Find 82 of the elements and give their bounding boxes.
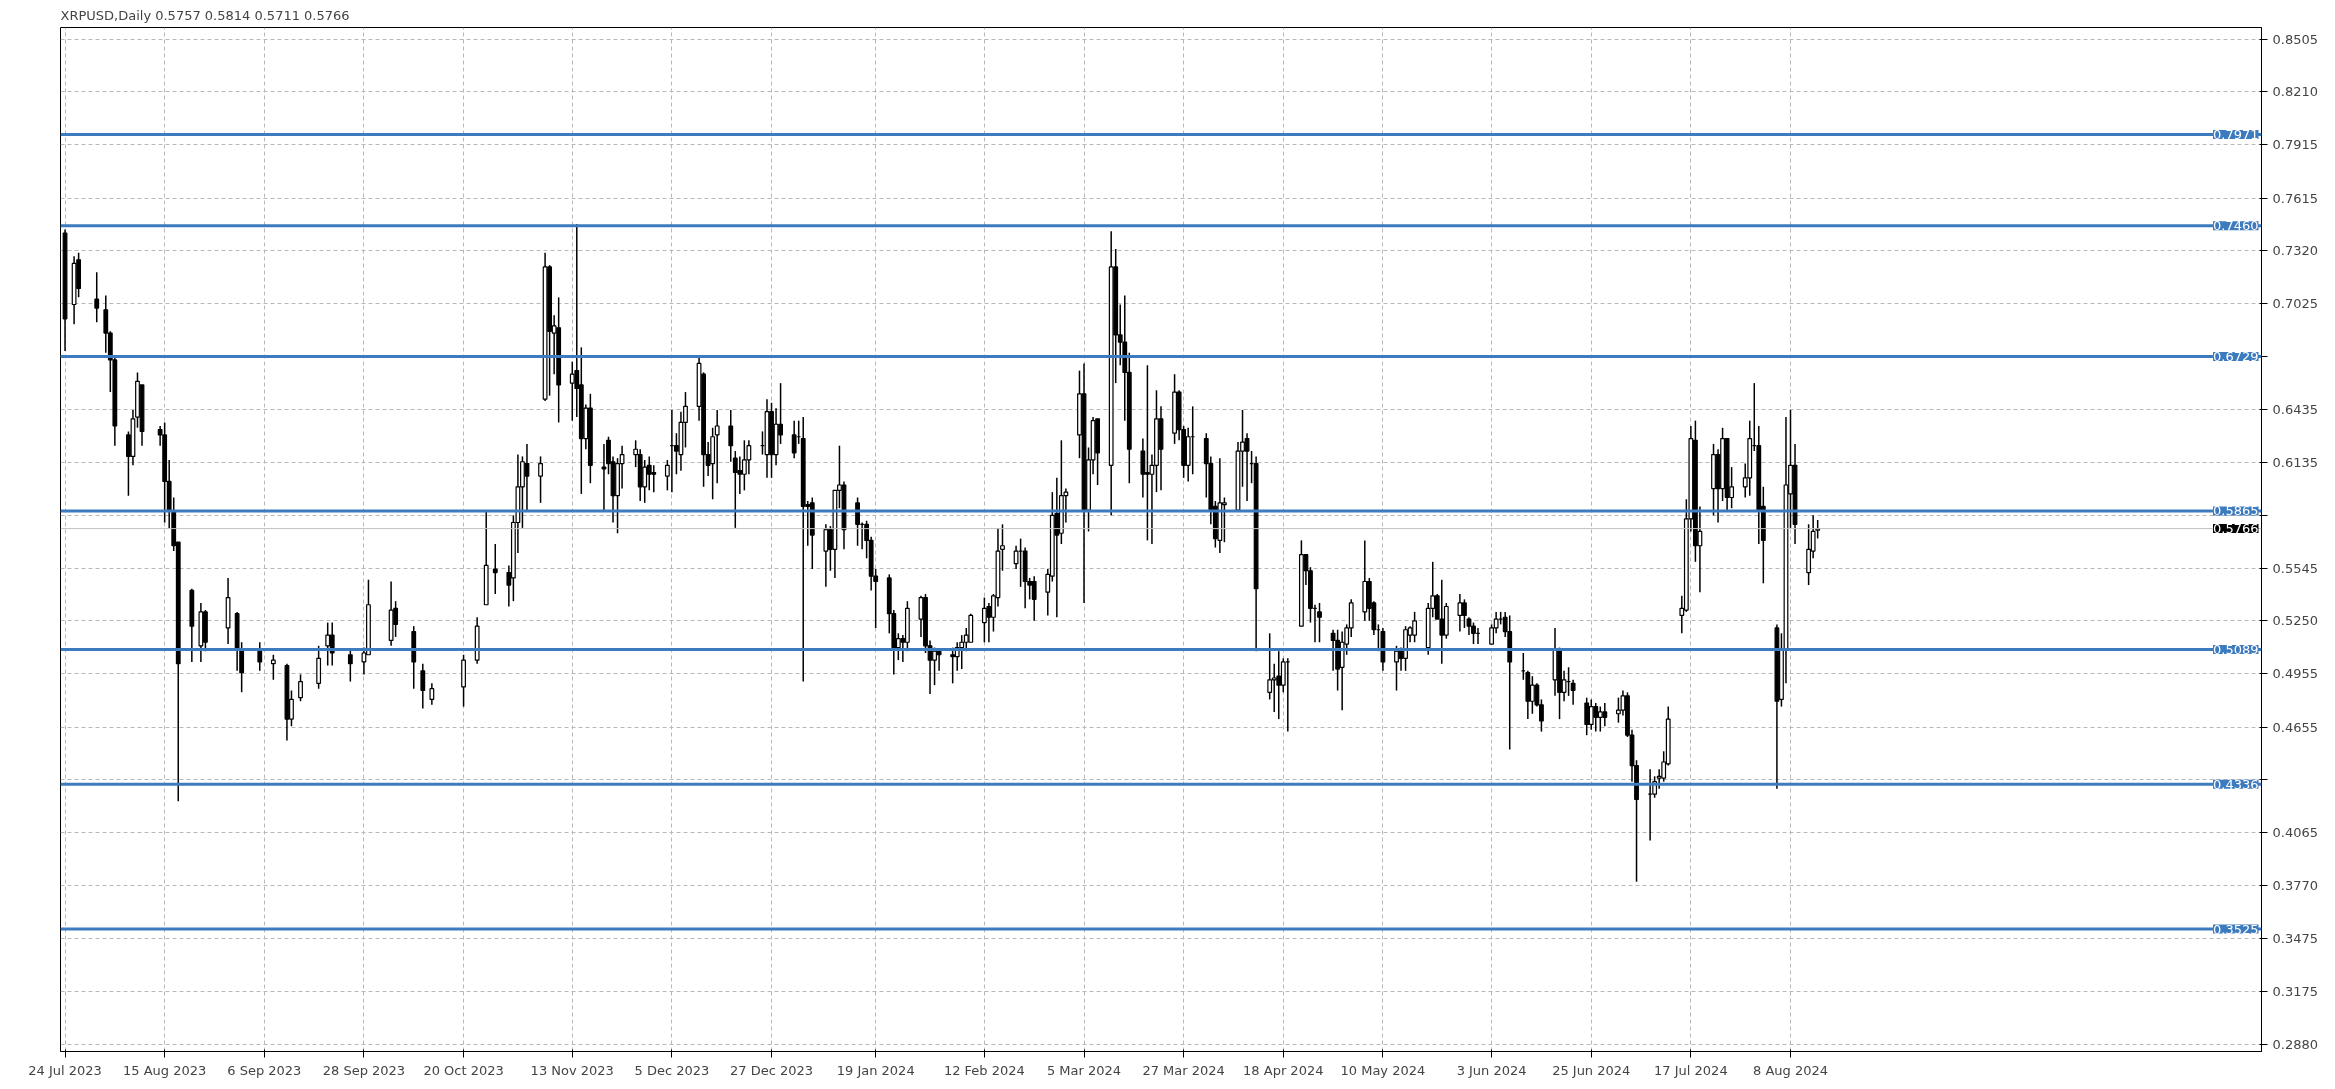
- candlestick: [981, 596, 987, 644]
- candlestick: [1597, 705, 1603, 733]
- candlestick: [1457, 593, 1463, 633]
- candlestick: [1271, 662, 1277, 713]
- candlestick: [959, 634, 965, 670]
- candlestick: [270, 654, 276, 681]
- candlestick: [325, 621, 331, 667]
- x-tick-label: 18 Apr 2024: [1243, 1062, 1324, 1078]
- y-tick-label: 0.2880: [2272, 1036, 2318, 1052]
- ref-line-label: 0.5865: [2213, 503, 2259, 519]
- x-tick-label: 19 Jan 2024: [836, 1062, 915, 1078]
- x-tick-label: 6 Sep 2023: [227, 1062, 302, 1078]
- y-tick-label: 0.4655: [2272, 719, 2318, 735]
- x-tick-label: 24 Jul 2023: [28, 1062, 102, 1078]
- candlestick: [791, 419, 797, 459]
- candlestick: [257, 641, 263, 672]
- y-tick-label: 0.3175: [2272, 984, 2318, 1000]
- ref-line-label: 0.5089: [2213, 642, 2259, 658]
- x-tick-label: 3 Jun 2024: [1456, 1062, 1527, 1078]
- candlestick: [651, 464, 657, 493]
- y-tick-label: 0.7615: [2272, 190, 2318, 206]
- candlestick: [1031, 575, 1037, 622]
- candlestick: [347, 648, 353, 683]
- candlestick: [538, 455, 543, 504]
- ref-line-label: 0.4336: [2213, 776, 2259, 792]
- x-tick-label: 17 Jul 2024: [1654, 1062, 1728, 1078]
- candlestick: [1244, 432, 1250, 502]
- candlestick: [714, 409, 720, 484]
- candlestick: [855, 496, 860, 547]
- candlestick: [741, 439, 747, 492]
- candlestick: [1588, 698, 1594, 731]
- candlestick: [646, 455, 652, 492]
- x-tick-label: 20 Oct 2023: [423, 1062, 504, 1078]
- x-tick-label: 12 Feb 2024: [943, 1062, 1025, 1078]
- ref-line-label: 0.3525: [2213, 921, 2259, 937]
- x-tick-label: 27 Dec 2023: [730, 1062, 814, 1078]
- y-tick-label: 0.4065: [2272, 825, 2318, 841]
- candlestick: [492, 543, 498, 595]
- candlestick: [429, 682, 435, 706]
- candlestick: [1439, 578, 1445, 665]
- y-tick-label: 0.3770: [2272, 877, 2318, 893]
- x-tick-label: 25 Jun 2024: [1552, 1062, 1631, 1078]
- candlestick: [1584, 696, 1590, 736]
- candlestick: [1221, 496, 1227, 543]
- y-tick-label: 0.6435: [2272, 401, 2318, 417]
- y-tick-label: 0.7320: [2272, 243, 2318, 259]
- candlestick: [94, 271, 100, 324]
- candlestick: [1054, 477, 1060, 618]
- candlestick: [1602, 702, 1608, 727]
- x-tick-label: 5 Dec 2023: [634, 1062, 710, 1078]
- x-tick-label: 15 Aug 2023: [123, 1062, 207, 1078]
- candlestick: [1593, 702, 1599, 733]
- candlestick: [1412, 611, 1418, 644]
- y-tick-label: 0.6135: [2272, 455, 2318, 471]
- candlestick: [329, 621, 335, 667]
- ref-line-label: 0.5766: [2213, 521, 2259, 537]
- candlestick: [1394, 645, 1399, 692]
- y-tick-label: 0.4955: [2272, 666, 2318, 682]
- x-tick-label: 10 May 2024: [1340, 1062, 1426, 1078]
- x-tick-label: 5 Mar 2024: [1046, 1062, 1122, 1078]
- ref-line-label: 0.6729: [2213, 349, 2259, 364]
- candlestick: [298, 673, 303, 702]
- candlestick: [420, 662, 426, 710]
- y-tick-label: 0.5545: [2272, 560, 2318, 576]
- y-tick-label: 0.5250: [2272, 613, 2318, 629]
- candlestick: [1140, 437, 1146, 499]
- candlestick: [1317, 602, 1322, 644]
- candlestick: [1276, 650, 1282, 720]
- ref-line-label: 0.7460: [2213, 218, 2259, 234]
- candlestick: [1570, 679, 1576, 706]
- x-tick-label: 28 Sep 2023: [322, 1062, 406, 1078]
- chart-title: XRPUSD,Daily 0.5757 0.5814 0.5711 0.5766: [60, 7, 350, 23]
- y-tick-label: 0.8210: [2272, 84, 2318, 100]
- y-tick-label: 0.3475: [2272, 930, 2318, 946]
- y-tick-label: 0.7025: [2272, 296, 2318, 312]
- x-tick-label: 13 Nov 2023: [530, 1062, 614, 1078]
- x-tick-label: 27 Mar 2024: [1142, 1062, 1225, 1078]
- ref-line-label: 0.7971: [2213, 127, 2259, 143]
- candlestick: [823, 523, 829, 588]
- y-tick-label: 0.8505: [2272, 31, 2318, 47]
- y-tick-label: 0.7915: [2272, 137, 2318, 153]
- x-tick-label: 8 Aug 2024: [1753, 1062, 1829, 1078]
